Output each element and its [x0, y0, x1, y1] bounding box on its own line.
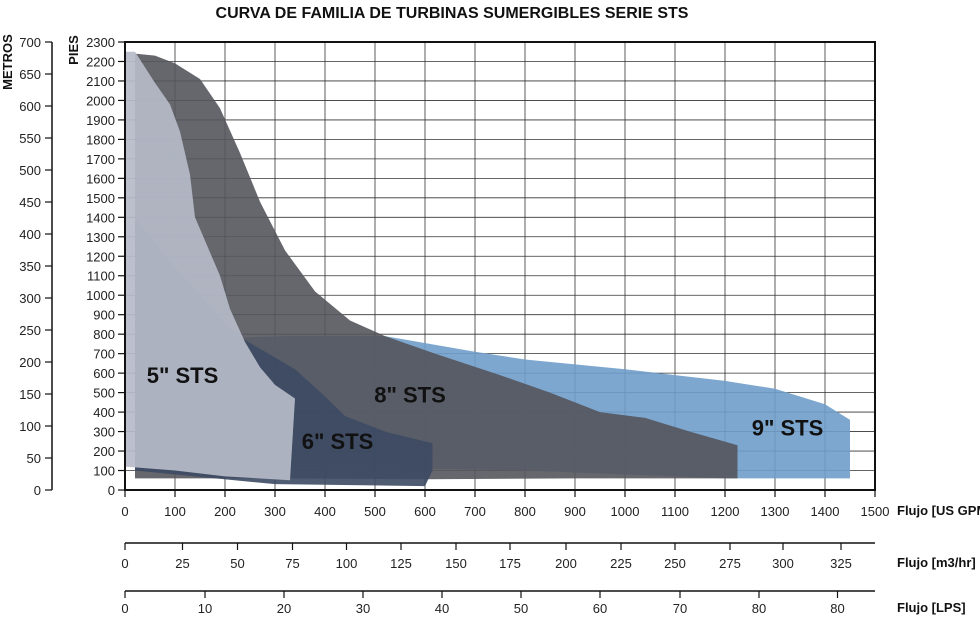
left-axis-tick-label: 100: [19, 419, 41, 434]
m3hr-axis-tick-label: 175: [499, 556, 521, 571]
m3hr-axis-tick-label: 125: [390, 556, 412, 571]
feet-axis-tick-label: 200: [93, 444, 115, 459]
series-area-4: [125, 51, 295, 481]
feet-axis-tick-label: 2000: [86, 93, 115, 108]
x-axis-tick-label: 1200: [711, 504, 740, 519]
x-axis-title-m3hr: Flujo [m3/hr]: [897, 555, 976, 570]
x-axis-tick-label: 1100: [661, 504, 689, 519]
x-axis-tick-label: 1300: [761, 504, 790, 519]
feet-axis-tick-label: 700: [93, 347, 115, 362]
x-axis-lps: 0 10 20 30 40 50 60 70 80 80: [121, 590, 875, 616]
y-right-axis-title: PIES: [66, 35, 81, 65]
lps-axis-tick-label: 80: [752, 601, 766, 616]
axis-feet: 0 100 200 300 400 500 600 700 800 900 1000 1100 1200…: [86, 35, 125, 498]
lps-axis-tick-label: 40: [435, 601, 449, 616]
x-axis-m3hr: 0 25 50 75 100 125 150 175 200 225 250 275 300 325: [121, 542, 875, 571]
x-axis-tick-label: 100: [164, 504, 186, 519]
left-axis-tick-label: 200: [19, 355, 41, 370]
feet-axis-tick-label: 900: [93, 308, 115, 323]
x-axis-tick-label: 400: [314, 504, 336, 519]
feet-axis-tick-label: 800: [93, 327, 115, 342]
left-axis-tick-label: 600: [19, 99, 41, 114]
m3hr-axis-tick-label: 250: [664, 556, 686, 571]
x-axis-tick-label: 500: [364, 504, 386, 519]
left-axis-tick-label: 0: [34, 483, 41, 498]
m3hr-axis-tick-label: 150: [445, 556, 467, 571]
left-axis-tick-label: 450: [19, 195, 41, 210]
x-axis-tick-label: 300: [264, 504, 286, 519]
left-axis-tick-label: 150: [19, 387, 41, 402]
m3hr-axis-tick-label: 100: [336, 556, 358, 571]
x-axis-tick-label: 0: [121, 504, 128, 519]
m3hr-axis-tick-label: 50: [230, 556, 244, 571]
y-left-axis-title: METROS: [0, 34, 15, 90]
feet-axis-tick-label: 500: [93, 386, 115, 401]
m3hr-axis-tick-label: 275: [719, 556, 741, 571]
plot-frame: [124, 41, 876, 491]
x-axis-tick-label: 1500: [861, 504, 890, 519]
feet-axis-tick-label: 300: [93, 425, 115, 440]
feet-axis-tick-label: 1800: [86, 132, 115, 147]
x-axis-tick-label: 1000: [611, 504, 640, 519]
feet-axis-tick-label: 100: [93, 464, 115, 479]
feet-axis-tick-label: 1000: [86, 288, 115, 303]
series-label-3: 6" STS: [302, 429, 374, 454]
chart-title: CURVA DE FAMILIA DE TURBINAS SUMERGIBLES…: [216, 5, 689, 22]
lps-axis-tick-label: 0: [121, 601, 128, 616]
feet-axis-tick-label: 1600: [86, 171, 115, 186]
feet-axis-tick-label: 1200: [86, 249, 115, 264]
m3hr-axis-tick-label: 25: [175, 556, 189, 571]
feet-axis-tick-label: 1400: [86, 210, 115, 225]
left-axis-meters: 0 50 100 150 200 250 300 350 400 450 500 550 600 650 7…: [19, 35, 53, 498]
x-axis-tick-label: 600: [414, 504, 436, 519]
lps-axis-tick-label: 70: [673, 601, 687, 616]
left-axis-tick-label: 250: [19, 323, 41, 338]
feet-axis-tick-label: 600: [93, 366, 115, 381]
left-axis-tick-label: 300: [19, 291, 41, 306]
lps-axis-tick-label: 50: [514, 601, 528, 616]
series-label-1: 9" STS: [752, 415, 824, 440]
feet-axis-tick-label: 400: [93, 405, 115, 420]
feet-axis-tick-label: 2300: [86, 35, 115, 50]
left-axis-tick-label: 700: [19, 35, 41, 50]
feet-axis-tick-label: 1900: [86, 113, 115, 128]
x-axis-title-gpm: Flujo [US GPM]: [897, 503, 980, 518]
x-axis-gpm: 0 100 200 300 400 500 600 700 800 900 1000 1100 1200…: [121, 490, 889, 519]
x-axis-tick-label: 200: [214, 504, 236, 519]
feet-axis-tick-label: 2200: [86, 54, 115, 69]
lps-axis-tick-label: 30: [356, 601, 370, 616]
m3hr-axis-tick-label: 300: [772, 556, 794, 571]
left-axis-tick-label: 400: [19, 227, 41, 242]
m3hr-axis-tick-label: 325: [830, 556, 852, 571]
feet-axis-tick-label: 1700: [86, 152, 115, 167]
m3hr-axis-tick-label: 200: [555, 556, 577, 571]
feet-axis-tick-label: 1500: [86, 191, 115, 206]
x-axis-tick-label: 1400: [811, 504, 840, 519]
lps-axis-tick-label: 80: [830, 601, 844, 616]
series-label-4: 5" STS: [147, 363, 219, 388]
left-axis-tick-label: 550: [19, 131, 41, 146]
feet-axis-tick-label: 2100: [86, 74, 115, 89]
series-areas: [125, 51, 850, 487]
x-axis-title-lps: Flujo [LPS]: [897, 600, 966, 615]
left-axis-tick-label: 350: [19, 259, 41, 274]
series-label-2: 8" STS: [374, 382, 446, 407]
lps-axis-tick-label: 20: [277, 601, 291, 616]
lps-axis-tick-label: 60: [593, 601, 607, 616]
left-axis-tick-label: 50: [27, 451, 41, 466]
left-axis-tick-label: 500: [19, 163, 41, 178]
left-axis-tick-label: 650: [19, 67, 41, 82]
m3hr-axis-tick-label: 75: [285, 556, 299, 571]
x-axis-tick-label: 900: [564, 504, 586, 519]
feet-axis-tick-label: 1300: [86, 230, 115, 245]
feet-axis-tick-label: 1100: [87, 269, 115, 284]
x-axis-tick-label: 800: [514, 504, 536, 519]
m3hr-axis-tick-label: 225: [610, 556, 632, 571]
feet-axis-tick-label: 0: [108, 483, 115, 498]
lps-axis-tick-label: 10: [198, 601, 212, 616]
x-axis-tick-label: 700: [464, 504, 486, 519]
m3hr-axis-tick-label: 0: [121, 556, 128, 571]
